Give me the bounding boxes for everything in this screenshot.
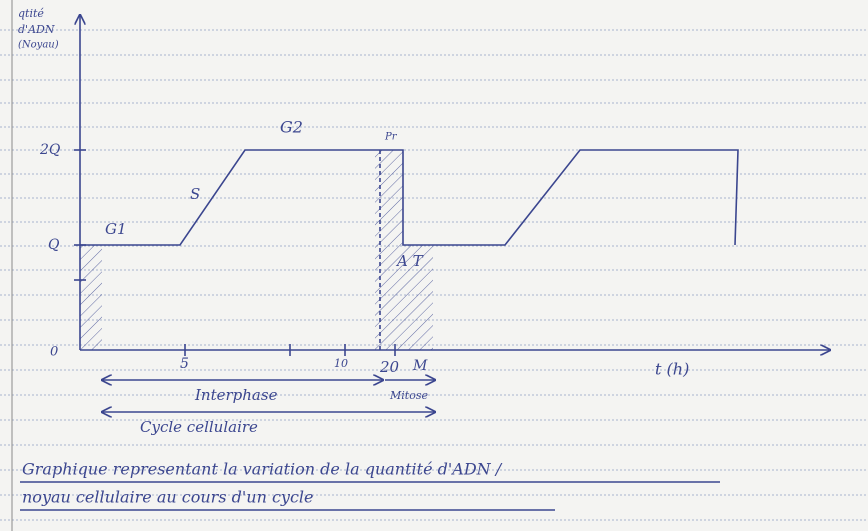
span-label: Interphase	[194, 386, 278, 404]
x-tick-label: 20	[379, 358, 400, 376]
y-tick-label: Q	[48, 237, 60, 253]
y-label: d'ADN	[18, 23, 55, 36]
phase-label: A T	[395, 252, 424, 270]
span-label: Cycle cellulaire	[140, 418, 258, 436]
caption-line: noyau cellulaire au cours d'un cycle	[22, 488, 314, 507]
x-tick-label: M	[412, 358, 428, 374]
y-tick-label: 2Q	[39, 142, 61, 158]
y-label: qtité	[18, 7, 44, 20]
graph: qtité d'ADN (Noyau) 2Q Q 0 5 10 20 M t (…	[18, 7, 830, 511]
y-label: (Noyau)	[18, 40, 59, 51]
phase-label: Pr	[384, 132, 398, 143]
y-tick-label: 0	[50, 345, 58, 360]
hatch	[80, 245, 102, 350]
hatch	[403, 245, 433, 350]
dna-curve	[80, 149, 739, 246]
x-axis-label: t (h)	[655, 360, 689, 379]
caption-line: Graphique representant la variation de l…	[22, 460, 503, 479]
span-label: Mitose	[389, 389, 428, 402]
phase-label: S	[190, 185, 200, 203]
x-tick-label: 10	[334, 357, 348, 370]
phase-label: G1	[105, 220, 127, 238]
phase-label: G2	[280, 118, 303, 137]
x-tick-label: 5	[180, 356, 189, 372]
